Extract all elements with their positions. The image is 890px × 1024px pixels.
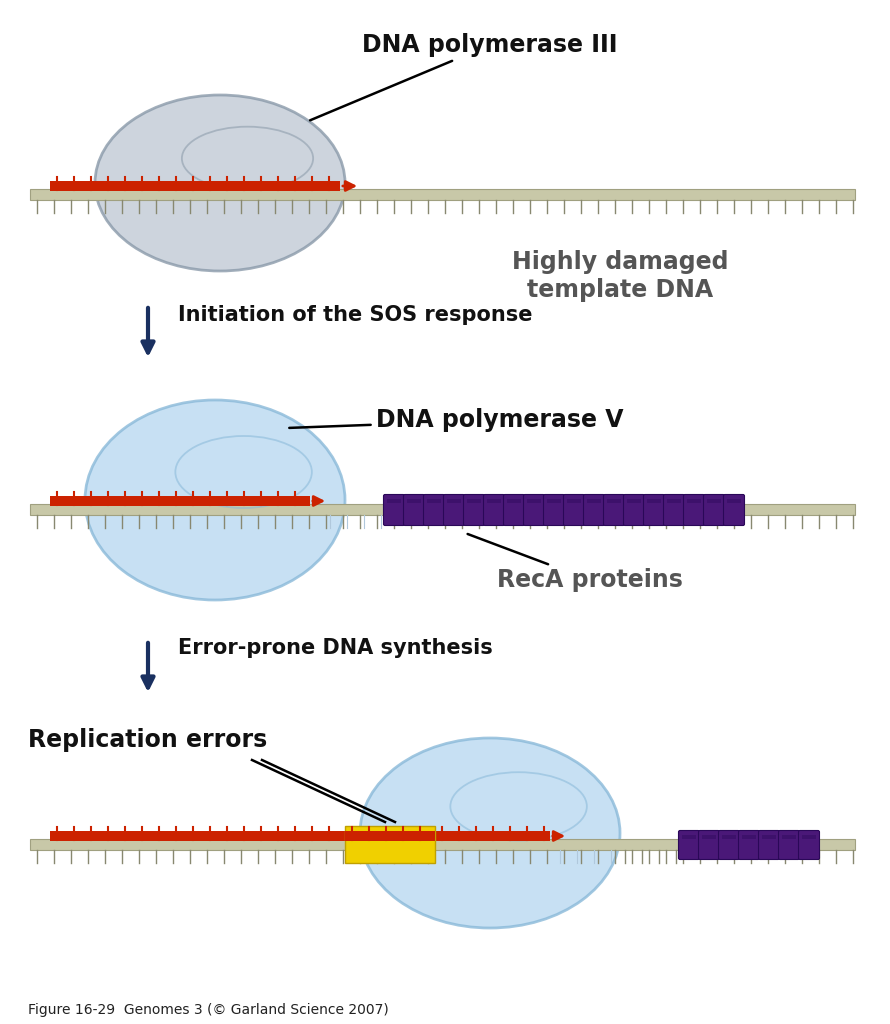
Bar (647, 499, 661, 503)
FancyBboxPatch shape (544, 495, 564, 525)
Bar (447, 499, 461, 503)
Bar (50, 181, 340, 191)
FancyBboxPatch shape (724, 495, 745, 525)
Text: RecA proteins: RecA proteins (467, 534, 683, 592)
Bar (30, 839, 855, 850)
Bar (627, 499, 641, 503)
FancyBboxPatch shape (678, 830, 700, 859)
Text: Replication errors: Replication errors (28, 728, 267, 752)
FancyBboxPatch shape (643, 495, 665, 525)
Bar (782, 835, 796, 839)
FancyBboxPatch shape (443, 495, 465, 525)
Bar (30, 504, 855, 515)
Bar (487, 499, 501, 503)
Text: DNA polymerase III: DNA polymerase III (310, 33, 618, 121)
Bar (722, 835, 736, 839)
FancyBboxPatch shape (523, 495, 545, 525)
FancyBboxPatch shape (483, 495, 505, 525)
Bar (802, 835, 816, 839)
FancyBboxPatch shape (464, 495, 484, 525)
Bar (345, 826, 435, 863)
FancyBboxPatch shape (684, 495, 705, 525)
FancyBboxPatch shape (739, 830, 759, 859)
Bar (345, 831, 435, 841)
FancyBboxPatch shape (798, 830, 820, 859)
Text: Error-prone DNA synthesis: Error-prone DNA synthesis (178, 638, 493, 658)
FancyBboxPatch shape (703, 495, 724, 525)
Bar (667, 499, 681, 503)
Bar (587, 499, 601, 503)
Ellipse shape (85, 400, 345, 600)
Bar (727, 499, 741, 503)
Bar (407, 499, 421, 503)
Bar (742, 835, 756, 839)
Bar (30, 189, 855, 200)
Text: Initiation of the SOS response: Initiation of the SOS response (178, 305, 532, 325)
Bar (50, 496, 310, 506)
FancyBboxPatch shape (563, 495, 585, 525)
Bar (607, 499, 621, 503)
Bar (682, 835, 696, 839)
Bar (567, 499, 581, 503)
FancyBboxPatch shape (584, 495, 604, 525)
FancyBboxPatch shape (718, 830, 740, 859)
FancyBboxPatch shape (664, 495, 684, 525)
Bar (762, 835, 776, 839)
Bar (707, 499, 721, 503)
FancyBboxPatch shape (424, 495, 444, 525)
Text: DNA polymerase V: DNA polymerase V (289, 408, 624, 432)
Text: Figure 16-29  Genomes 3 (© Garland Science 2007): Figure 16-29 Genomes 3 (© Garland Scienc… (28, 1002, 389, 1017)
Ellipse shape (360, 738, 620, 928)
Bar (687, 499, 701, 503)
Bar (507, 499, 521, 503)
Bar (527, 499, 541, 503)
Bar (387, 499, 401, 503)
FancyBboxPatch shape (403, 495, 425, 525)
FancyBboxPatch shape (624, 495, 644, 525)
Bar (702, 835, 716, 839)
Bar (427, 499, 441, 503)
FancyBboxPatch shape (758, 830, 780, 859)
FancyBboxPatch shape (504, 495, 524, 525)
Bar (435, 831, 550, 841)
FancyBboxPatch shape (779, 830, 799, 859)
Bar (547, 499, 561, 503)
FancyBboxPatch shape (384, 495, 404, 525)
Ellipse shape (95, 95, 345, 271)
Bar (50, 831, 345, 841)
Text: Highly damaged
template DNA: Highly damaged template DNA (512, 250, 728, 302)
Bar (467, 499, 481, 503)
FancyBboxPatch shape (699, 830, 719, 859)
FancyBboxPatch shape (603, 495, 625, 525)
